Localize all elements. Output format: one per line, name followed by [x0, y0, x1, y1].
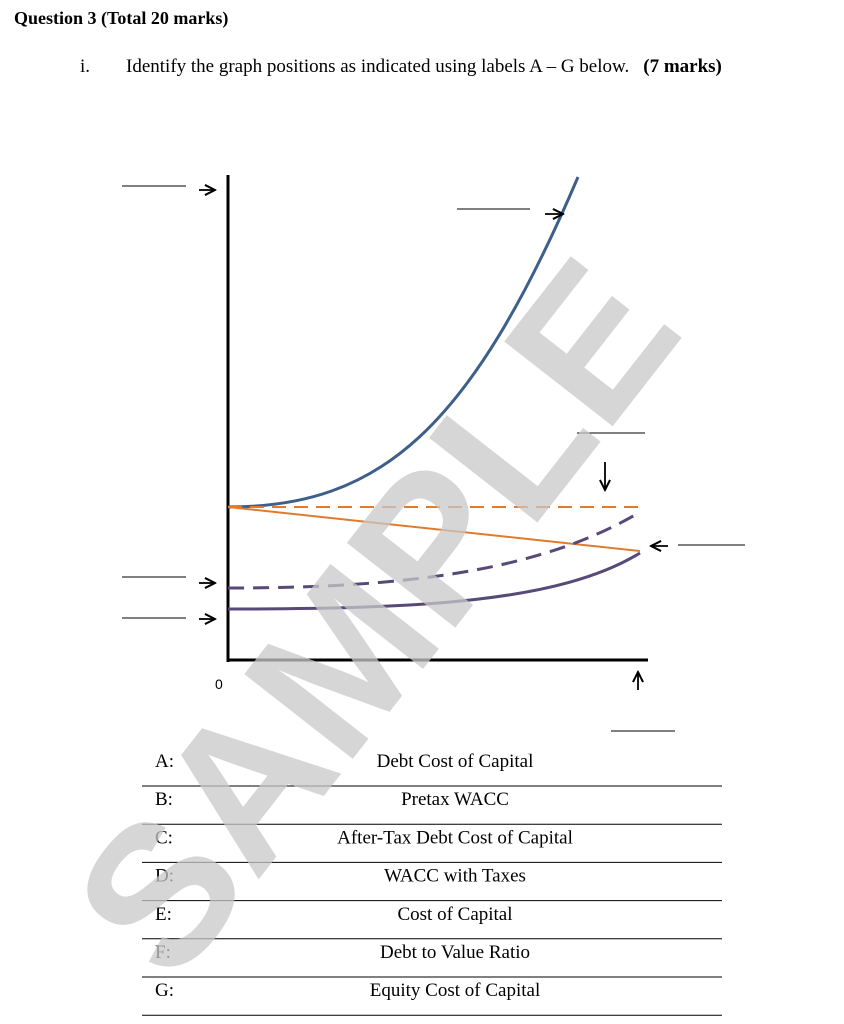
answer-blanks: [122, 185, 745, 732]
row-answer: Debt to Value Ratio: [380, 942, 530, 963]
row-label: E:: [155, 904, 172, 925]
row-answer: Equity Cost of Capital: [370, 980, 540, 1001]
equity-curve: [227, 176, 580, 509]
after-tax-debt-curve: [227, 551, 641, 611]
wacc-taxes-line: [227, 506, 641, 552]
row-label: A:: [155, 751, 174, 772]
answer-table: A: Debt Cost of Capital B: Pretax WACC C: Aft…: [142, 751, 722, 1016]
row-answer: Cost of Capital: [397, 904, 512, 925]
pointer-arrows: [199, 190, 668, 690]
question-title: Question 3 (Total 20 marks): [14, 8, 228, 29]
row-label: F:: [155, 942, 171, 963]
debt-curve: [227, 510, 641, 590]
question-text: Identify the graph positions as indicate…: [126, 56, 722, 77]
row-answer: WACC with Taxes: [384, 866, 526, 887]
graph: 0: [122, 175, 745, 732]
row-answer: Debt Cost of Capital: [377, 751, 534, 772]
row-answer: After-Tax Debt Cost of Capital: [337, 827, 573, 848]
origin-label: 0: [215, 676, 223, 692]
row-label: D:: [155, 866, 174, 887]
row-answer: Pretax WACC: [401, 789, 509, 810]
marks: (7 marks): [643, 56, 722, 77]
question-number: i.: [80, 56, 90, 77]
instruction: Identify the graph positions as indicate…: [126, 56, 629, 77]
row-label: C:: [155, 827, 173, 848]
row-label: G:: [155, 980, 174, 1001]
row-label: B:: [155, 789, 173, 810]
